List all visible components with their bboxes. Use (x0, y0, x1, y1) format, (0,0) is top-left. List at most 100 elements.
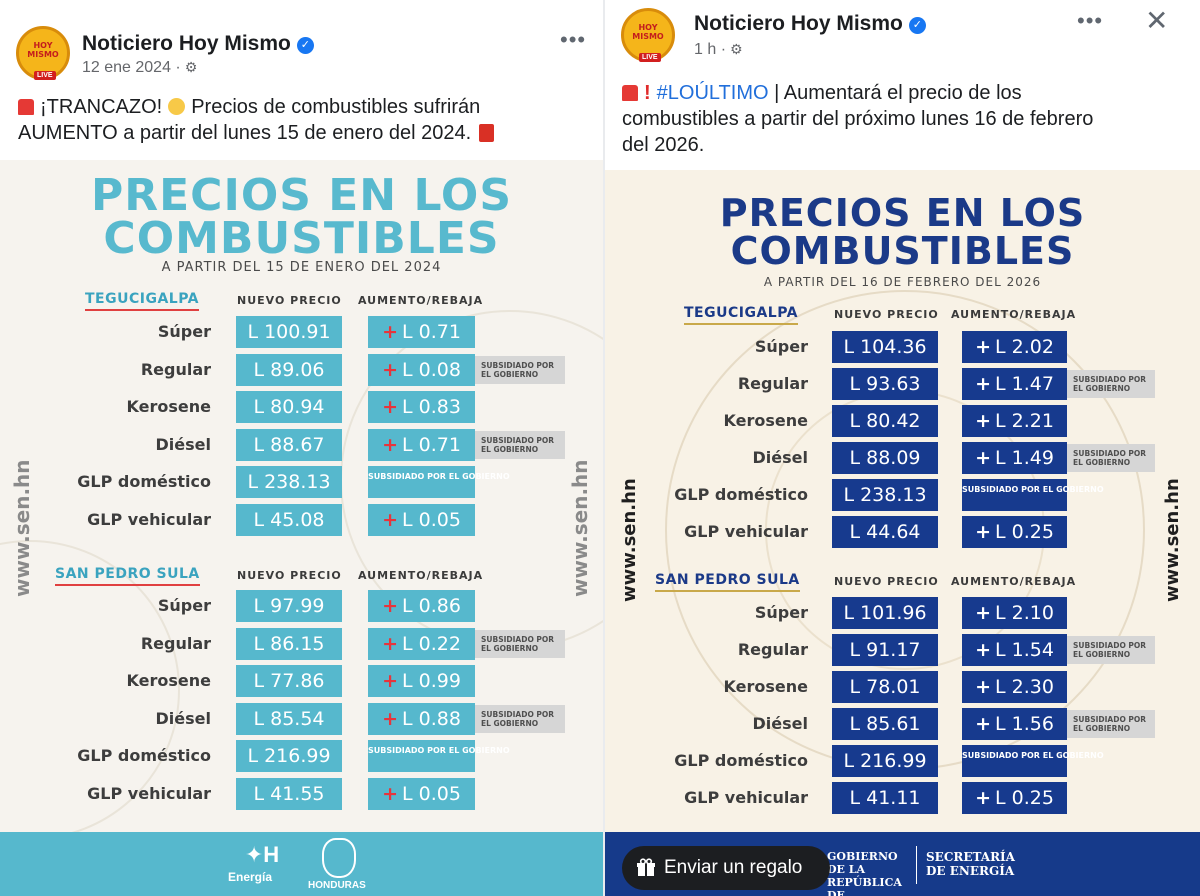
price-change: + L 0.71 (368, 428, 475, 461)
page-avatar[interactable]: HOY MISMO LIVE (621, 8, 675, 62)
plus-icon: + (975, 639, 991, 661)
column-header-price: NUEVO PRECIO (834, 308, 939, 321)
fuel-name: Kerosene (126, 671, 211, 690)
price-change: + L 0.88 (368, 702, 475, 735)
graphic-subtitle: A PARTIR DEL 16 DE FEBRERO DEL 2026 (763, 275, 1042, 289)
change-value: L 0.88 (401, 707, 461, 730)
subsidized-label: SUBSIDIADO POR EL GOBIERNO (368, 746, 510, 755)
fuel-name: GLP doméstico (674, 485, 808, 504)
plus-icon: + (975, 521, 991, 543)
new-price: L 238.13 (236, 466, 342, 498)
column-header-change: AUMENTO/REBAJA (951, 575, 1077, 588)
price-change: + L 0.83 (368, 391, 475, 423)
price-change: + L 0.22 (368, 627, 475, 660)
price-change: SUBSIDIADO POR EL GOBIERNO (368, 740, 510, 772)
fuel-row: GLP doméstico L 216.99 SUBSIDIADO POR EL G… (0, 740, 603, 772)
change-value: L 2.30 (994, 676, 1054, 698)
subsidized-note: SUBSIDIADO POR EL GOBIERNO (475, 430, 565, 459)
new-price: L 45.08 (236, 503, 342, 536)
plus-icon: + (975, 447, 991, 469)
more-options-button[interactable]: ••• (1077, 8, 1104, 33)
fuel-row: Diésel L 85.54 + L 0.88 SUBSIDIADO POR EL GO… (0, 702, 603, 735)
footer-divider (916, 846, 917, 884)
fuel-name: Diésel (155, 708, 211, 728)
price-change: + L 1.56 (962, 708, 1067, 740)
h-star-logo-icon: ✦H (244, 842, 280, 867)
exclamation-icon: ! (644, 82, 651, 104)
change-value: L 0.22 (401, 632, 461, 655)
avatar-text: HOY MISMO (27, 41, 59, 59)
fuel-name: Súper (157, 322, 211, 341)
fuel-name: Regular (737, 374, 808, 393)
subsidized-label: SUBSIDIADO POR EL GOBIERNO (962, 485, 1104, 494)
price-change: + L 0.86 (368, 590, 475, 622)
live-badge: LIVE (34, 71, 56, 80)
close-button[interactable]: ✕ (1145, 5, 1169, 36)
fuel-row: Súper L 97.99 + L 0.86 (0, 590, 603, 622)
plus-icon: + (382, 321, 398, 343)
caption-line-2: combustibles a partir del próximo lunes … (622, 108, 1094, 130)
fuel-row: Regular L 86.15 + L 0.22 SUBSIDIADO POR EL G… (0, 627, 603, 660)
siren-icon (622, 85, 638, 101)
avatar-text: HOY MISMO (632, 23, 664, 41)
price-change: SUBSIDIADO POR EL GOBIERNO (962, 745, 1104, 777)
price-change: + L 2.30 (962, 671, 1067, 703)
city-san-pedro-sula: SAN PEDRO SULA (55, 566, 200, 586)
price-change: + L 2.10 (962, 597, 1067, 629)
page-name-text[interactable]: Noticiero Hoy Mismo (694, 12, 903, 35)
privacy-gear-icon[interactable]: ⚙ (184, 59, 198, 75)
honduras-logo: HONDURAS (308, 880, 366, 891)
plus-icon: + (382, 433, 398, 456)
fuel-name: Súper (754, 337, 808, 356)
fuel-row: Súper L 104.36 + L 2.02 (605, 331, 1200, 363)
fuel-row: Diésel L 85.61 + L 1.56 SUBSIDIADO POR EL GO… (605, 708, 1200, 740)
fuel-name: GLP vehicular (684, 788, 808, 807)
city-tegucigalpa: TEGUCIGALPA (684, 305, 799, 325)
fuel-row: Kerosene L 77.86 + L 0.99 (0, 665, 603, 697)
price-change: + L 0.25 (962, 516, 1067, 548)
plus-icon: + (382, 508, 398, 531)
send-gift-label[interactable]: Enviar un regalo (664, 857, 803, 878)
new-price: L 238.13 (832, 479, 938, 511)
fuel-row: Súper L 101.96 + L 2.10 (605, 597, 1200, 629)
fuel-name: GLP vehicular (87, 783, 211, 803)
fuel-name: GLP vehicular (684, 522, 808, 541)
new-price: L 97.99 (236, 590, 342, 622)
privacy-gear-icon[interactable]: ⚙ (730, 41, 743, 57)
subsidized-label: SUBSIDIADO POR EL GOBIERNO (962, 751, 1104, 760)
post-date[interactable]: 12 ene 2024 · (82, 59, 181, 76)
page-avatar[interactable]: HOY MISMO LIVE (16, 26, 70, 80)
fuel-price-graphic[interactable]: PRECIOS EN LOS COMBUSTIBLES A PARTIR DEL… (0, 160, 603, 896)
new-price: L 216.99 (236, 740, 342, 772)
plus-icon: + (382, 782, 398, 805)
graphic-title-2: COMBUSTIBLES (103, 213, 500, 264)
plus-icon: + (382, 595, 398, 617)
hashtag-link[interactable]: #LOÚLTIMO (656, 82, 769, 104)
more-options-button[interactable]: ••• (560, 27, 587, 52)
new-price: L 91.17 (832, 634, 938, 666)
fuel-row: GLP doméstico L 216.99 SUBSIDIADO POR EL G… (605, 745, 1200, 777)
price-change: + L 0.05 (368, 777, 475, 810)
graphic-title-1: PRECIOS EN LOS (90, 170, 513, 221)
send-gift-button[interactable]: Enviar un regalo (622, 846, 830, 890)
page-name-text[interactable]: Noticiero Hoy Mismo (82, 32, 291, 55)
new-price: L 80.42 (832, 405, 938, 437)
page-name[interactable]: Noticiero Hoy Mismo ✓ (82, 32, 314, 56)
page-name[interactable]: Noticiero Hoy Mismo ✓ (694, 12, 926, 36)
change-value: L 2.02 (994, 336, 1054, 358)
gift-icon (637, 858, 655, 876)
change-value: L 0.25 (994, 787, 1054, 809)
change-value: L 2.21 (994, 410, 1054, 432)
fuel-name: Súper (157, 596, 211, 615)
fuel-row: GLP vehicular L 45.08 + L 0.05 (0, 503, 603, 536)
right-post-header: HOY MISMO LIVE Noticiero Hoy Mismo ✓ 1 h … (605, 0, 1200, 170)
fuel-price-graphic[interactable]: PRECIOS EN LOS COMBUSTIBLES A PARTIR DEL… (605, 170, 1200, 896)
price-change: + L 1.49 (962, 442, 1067, 474)
siren-icon (18, 99, 34, 115)
change-value: L 0.25 (994, 521, 1054, 543)
new-price: L 41.11 (832, 782, 938, 814)
new-price: L 44.64 (832, 516, 938, 548)
post-date[interactable]: 1 h · (694, 41, 727, 58)
change-value: L 1.54 (994, 639, 1054, 661)
change-value: L 0.71 (401, 321, 461, 343)
